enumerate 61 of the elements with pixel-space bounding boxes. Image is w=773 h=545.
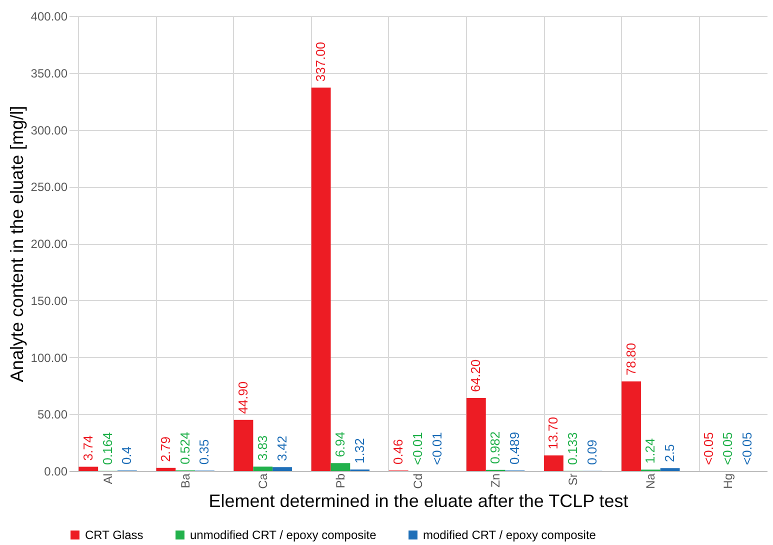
bar [78, 466, 98, 471]
bar [156, 468, 176, 471]
legend-label: unmodified CRT / epoxy composite [190, 528, 377, 542]
bar [311, 88, 331, 471]
data-label: 1.24 [642, 438, 658, 464]
data-label: 1.32 [352, 438, 367, 464]
y-tick-label: 50.00 [37, 408, 68, 422]
y-tick-label: 250.00 [30, 180, 68, 194]
bar [544, 455, 564, 471]
data-label: 337.00 [313, 42, 328, 82]
x-tick-label: Hg [721, 474, 736, 489]
data-label: 6.94 [332, 432, 348, 458]
data-label: 2.79 [158, 436, 173, 462]
data-label: 0.46 [390, 439, 406, 464]
x-tick-label: Ba [178, 473, 192, 488]
bar [234, 420, 254, 471]
y-tick-label: 300.00 [30, 123, 68, 138]
data-label: 2.5 [662, 444, 678, 462]
data-label: 44.90 [236, 381, 250, 414]
data-label: 13.70 [546, 416, 561, 450]
x-tick-label: Al [100, 474, 115, 484]
y-tick-label: 100.00 [30, 350, 68, 365]
x-tick-label: Sr [566, 473, 580, 486]
y-axis-title: Analyte content in the eluate [mg/l] [6, 106, 27, 382]
y-tick-label: 0.00 [44, 464, 68, 478]
data-label: 0.4 [119, 446, 134, 465]
data-label: 0.09 [584, 440, 600, 465]
legend-label: modified CRT / epoxy composite [423, 528, 596, 542]
data-label: 3.42 [274, 436, 290, 462]
bar [330, 463, 350, 471]
data-label: 0.524 [177, 432, 192, 464]
text: <0.01 [410, 432, 425, 465]
x-tick-label: Cd [411, 474, 425, 489]
bar [622, 381, 641, 471]
x-tick-label: Ca [256, 473, 270, 489]
y-tick-label: 150.00 [30, 294, 68, 308]
legend-label: CRT Glass [85, 528, 144, 542]
y-tick-label: 200.00 [30, 237, 68, 251]
x-tick-label: Pb [333, 473, 348, 488]
text: <0.05 [720, 432, 736, 465]
y-tick-label: 350.00 [30, 66, 68, 80]
x-tick-label: Na [644, 473, 658, 489]
y-tick-label: 400.00 [30, 10, 68, 24]
data-label: 0.133 [565, 432, 580, 465]
data-label: 3.74 [80, 435, 96, 461]
x-axis-title: Element determined in the eluate after the TCLP test [208, 490, 628, 511]
data-label: 64.20 [468, 359, 484, 392]
data-label: 78.80 [623, 342, 638, 376]
data-label: 0.982 [488, 431, 503, 464]
data-label: 0.164 [100, 432, 115, 465]
text: <0.01 [429, 432, 444, 465]
bar [466, 398, 486, 471]
bar [272, 467, 292, 471]
bar [660, 468, 680, 471]
data-label: 3.83 [254, 435, 270, 461]
text: <0.05 [700, 432, 716, 465]
x-tick-label: Zn [488, 474, 503, 488]
data-label: 0.35 [196, 439, 212, 465]
text: <0.05 [740, 432, 755, 465]
data-label: 0.489 [506, 432, 522, 464]
bar [253, 466, 273, 471]
